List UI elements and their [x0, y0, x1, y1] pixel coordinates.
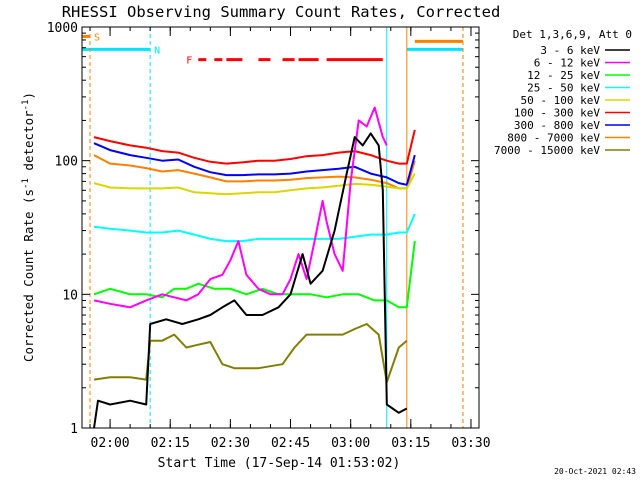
x-tick-label: 03:00	[331, 436, 370, 451]
legend-label: 12 - 25 keV	[527, 69, 600, 82]
series-line	[93, 142, 416, 186]
y-axis-label-superscript: -1	[21, 178, 31, 189]
flag-bars: S N F	[82, 32, 463, 67]
legend-label: 3 - 6 keV	[540, 44, 600, 57]
x-tick-label: 02:30	[211, 436, 250, 451]
x-tick-label: 03:30	[451, 436, 490, 451]
series-line	[93, 106, 388, 309]
flag-label: S	[94, 32, 100, 43]
legend-label: 50 - 100 keV	[521, 94, 601, 107]
legend-label: 800 - 7000 keV	[507, 132, 600, 145]
legend-label: 25 - 50 keV	[527, 82, 600, 95]
legend-title: Det 1,3,6,9, Att 0	[513, 28, 632, 41]
y-axis-label: Corrected Count Rate (s-1 detector-1)	[21, 92, 36, 362]
legend-label: 6 - 12 keV	[534, 57, 601, 70]
y-tick-label: 10	[62, 288, 78, 303]
legend-label: 7000 - 15000 keV	[494, 144, 600, 157]
legend-label: 100 - 300 keV	[514, 107, 600, 120]
y-tick-label: 100	[55, 155, 78, 170]
x-axis-label: Start Time (17-Sep-14 01:53:02)	[158, 456, 401, 471]
series-lines	[93, 106, 416, 429]
series-line	[93, 213, 416, 243]
y-axis: 1 10 100 1000	[47, 21, 479, 437]
footer-timestamp: 20-Oct-2021 02:43	[554, 467, 636, 476]
legend-label: 300 - 800 keV	[514, 119, 600, 132]
x-tick-label: 02:15	[151, 436, 190, 451]
plot-frame	[81, 26, 480, 429]
series-line	[93, 173, 416, 196]
y-tick-label: 1	[70, 422, 78, 437]
y-axis-label-part: detector	[21, 110, 36, 178]
flag-label: N	[154, 45, 160, 56]
y-axis-label-part: Corrected Count Rate (s	[21, 189, 36, 362]
flag-label: F	[186, 56, 192, 67]
series-line	[93, 323, 408, 384]
chart-title: RHESSI Observing Summary Count Rates, Co…	[62, 3, 501, 21]
y-axis-label-superscript: -1	[21, 100, 31, 111]
x-tick-label: 02:00	[91, 436, 130, 451]
series-line	[93, 129, 416, 165]
x-axis: 02:00 02:15 02:30 02:45 03:00 03:15 03:30	[89, 27, 491, 451]
x-tick-label: 03:15	[391, 436, 430, 451]
y-axis-label-part: )	[21, 92, 36, 100]
y-tick-label: 1000	[47, 21, 78, 36]
series-line	[93, 132, 408, 429]
series-line	[93, 154, 416, 190]
x-tick-label: 02:45	[271, 436, 310, 451]
